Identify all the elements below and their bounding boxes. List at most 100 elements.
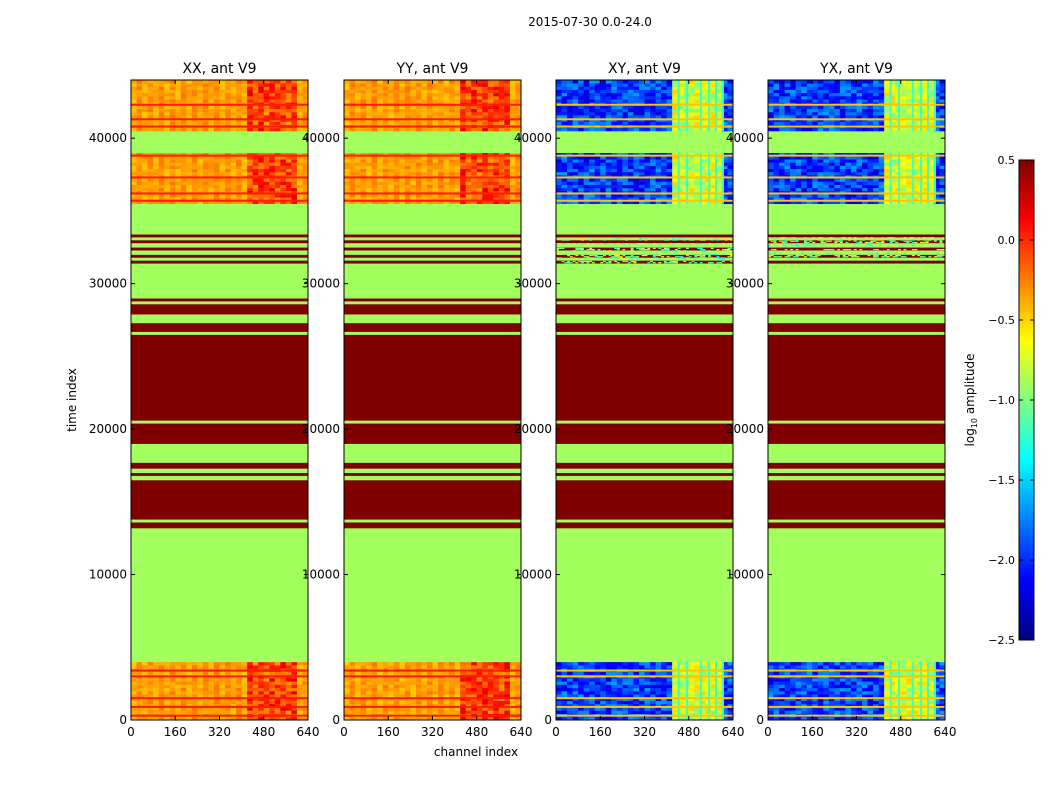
heatmap-cell <box>153 187 160 192</box>
heatmap-cell <box>230 681 237 685</box>
heatmap-cell <box>180 86 187 90</box>
heatmap-cell <box>136 197 143 201</box>
heatmap-cell <box>236 194 243 198</box>
heatmap-cell <box>280 162 287 166</box>
heatmap-cell <box>252 152 259 157</box>
heatmap-cell <box>236 121 243 125</box>
heatmap-cell <box>393 684 400 689</box>
heatmap-cell <box>169 152 176 157</box>
heatmap-cell <box>515 108 522 113</box>
heatmap-cell <box>567 178 573 182</box>
heatmap-cell <box>285 80 292 84</box>
heatmap-cell <box>371 677 378 682</box>
heatmap-cell <box>661 707 668 711</box>
heatmap-cell <box>504 187 511 192</box>
heatmap-cell <box>410 171 417 176</box>
heatmap-cell <box>252 86 259 90</box>
heatmap-cell <box>285 181 292 185</box>
heatmap-cell <box>578 665 585 669</box>
saturated-band <box>556 480 733 520</box>
heatmap-cell <box>355 111 361 116</box>
heatmap-cell <box>236 716 243 721</box>
heatmap-cell <box>567 700 573 705</box>
heatmap-cell <box>661 184 668 189</box>
heatmap-cell <box>349 681 356 685</box>
heatmap-cell <box>589 710 596 714</box>
heatmap-cell <box>225 681 231 685</box>
heatmap-cell <box>627 152 634 157</box>
heatmap-cell <box>208 684 215 689</box>
saturated-band <box>344 462 521 469</box>
heatmap-cell <box>487 194 494 198</box>
heatmap-cell <box>404 168 411 173</box>
heatmap-cell <box>241 121 248 125</box>
heatmap-cell <box>191 694 198 698</box>
heatmap-cell <box>241 687 248 692</box>
heatmap-cell <box>404 665 411 669</box>
heatmap-cell <box>169 716 176 721</box>
heatmap-cell <box>175 194 182 198</box>
heatmap-cell <box>561 700 568 705</box>
heatmap-cell <box>258 187 265 192</box>
heatmap-cell <box>476 83 483 87</box>
heatmap-cell <box>721 105 728 110</box>
heatmap-cell <box>638 168 645 173</box>
heatmap-cell <box>186 710 193 714</box>
heatmap-cell <box>578 710 585 714</box>
heatmap-cell <box>721 684 728 689</box>
heatmap-cell <box>349 703 356 708</box>
heatmap-cell <box>269 181 276 185</box>
heatmap-cell <box>410 155 417 160</box>
heatmap-cell <box>131 159 137 163</box>
heatmap-cell <box>666 95 673 100</box>
heatmap-cell <box>263 165 270 170</box>
heatmap-cell <box>644 99 651 103</box>
heatmap-cell <box>509 152 516 157</box>
heatmap-cell <box>247 684 254 689</box>
heatmap-cell <box>633 200 640 205</box>
noise-speckle <box>591 262 595 264</box>
heatmap-cell <box>644 194 651 198</box>
heatmap-cell <box>415 700 422 705</box>
heatmap-cell <box>142 121 148 125</box>
heatmap-cell <box>158 115 165 119</box>
heatmap-cell <box>280 178 287 182</box>
heatmap-cell <box>186 694 193 698</box>
heatmap-cell <box>677 710 684 714</box>
heatmap-cell <box>377 99 384 103</box>
heatmap-cell <box>191 168 198 173</box>
heatmap-cell <box>225 168 231 173</box>
heatmap-cell <box>622 168 629 173</box>
heatmap-cell <box>515 681 522 685</box>
heatmap-cell <box>186 108 193 113</box>
heatmap-cell <box>247 197 254 201</box>
heatmap-cell <box>360 710 367 714</box>
heatmap-cell <box>415 178 422 182</box>
heatmap-cell <box>578 168 585 173</box>
heatmap-cell <box>349 108 356 113</box>
heatmap-cell <box>247 697 254 702</box>
heatmap-cell <box>410 152 417 157</box>
heatmap-cell <box>650 86 656 90</box>
heatmap-cell <box>230 694 237 698</box>
heatmap-cell <box>252 108 259 113</box>
heatmap-cell <box>677 168 684 173</box>
heatmap-cell <box>589 105 596 110</box>
heatmap-cell <box>567 200 573 205</box>
heatmap-cell <box>721 111 728 116</box>
heatmap-cell <box>377 684 384 689</box>
heatmap-cell <box>136 181 143 185</box>
heatmap-cell <box>360 187 367 192</box>
heatmap-cell <box>561 121 568 125</box>
heatmap-cell <box>175 121 182 125</box>
heatmap-cell <box>360 89 367 94</box>
heatmap-cell <box>355 200 361 205</box>
heatmap-cell <box>694 684 701 689</box>
heatmap-cell <box>556 121 562 125</box>
heatmap-cell <box>366 80 373 84</box>
heatmap-cell <box>393 80 400 84</box>
heatmap-cell <box>438 168 444 173</box>
heatmap-cell <box>493 184 500 189</box>
heatmap-cell <box>302 86 309 90</box>
heatmap-cell <box>487 80 494 84</box>
